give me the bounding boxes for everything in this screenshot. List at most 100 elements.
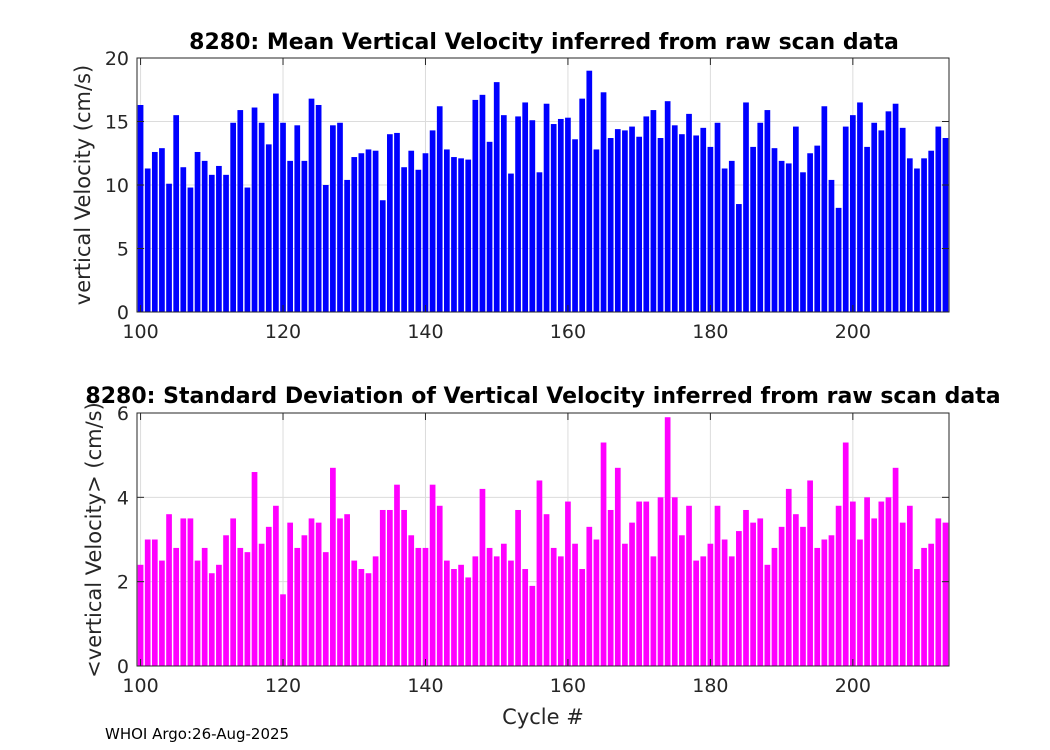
mean-bar <box>800 172 806 312</box>
mean-bar <box>265 144 272 312</box>
mean-bar <box>550 124 557 312</box>
mean-bar <box>500 115 507 313</box>
std-bar <box>536 480 543 666</box>
mean-bar <box>914 168 920 312</box>
std-bar <box>593 539 600 666</box>
std-bar <box>251 472 258 666</box>
std-bar <box>892 467 899 666</box>
std-bar <box>686 505 692 666</box>
std-bar <box>415 547 422 666</box>
mean-bar <box>899 127 906 312</box>
std-bar <box>194 560 201 666</box>
mean-bar <box>906 158 913 312</box>
std-bar <box>671 497 678 666</box>
std-bar <box>857 539 863 666</box>
std-bar <box>479 488 486 666</box>
mean-chart-ylabel: vertical Velocity (cm/s) <box>71 65 95 305</box>
std-bar <box>330 467 336 666</box>
mean-bar <box>757 122 764 313</box>
mean-bar <box>394 132 400 312</box>
std-bar <box>579 569 586 666</box>
mean-bar <box>144 168 151 312</box>
mean-bar <box>486 141 493 312</box>
mean-bar <box>208 174 215 312</box>
mean-bar <box>935 126 942 312</box>
std-bar <box>287 522 293 666</box>
std-bar <box>337 518 343 666</box>
mean-bar <box>607 138 614 312</box>
std-bar <box>778 526 785 666</box>
std-bar <box>443 560 450 666</box>
std-bar <box>543 514 550 666</box>
mean-bar <box>301 160 308 312</box>
mean-bar <box>921 158 927 312</box>
mean-bar <box>650 110 657 312</box>
std-bar <box>622 543 628 666</box>
footer-credit: WHOI Argo:26-Aug-2025 <box>105 725 290 743</box>
mean-bar <box>793 126 799 312</box>
std-bar <box>379 509 386 666</box>
std-bar <box>914 569 920 666</box>
mean-bar <box>572 139 578 312</box>
std-bar <box>721 539 728 666</box>
std-bar <box>244 552 251 666</box>
mean-bar <box>201 160 208 312</box>
std-bar <box>429 484 436 666</box>
mean-bar <box>835 207 842 312</box>
mean-bar <box>216 165 222 312</box>
std-bar <box>308 518 315 666</box>
mean-bar <box>771 148 778 312</box>
mean-bar <box>372 150 379 312</box>
std-bar <box>508 560 514 666</box>
std-bar <box>700 556 707 666</box>
std-bar <box>187 518 194 666</box>
std-bar <box>650 556 657 666</box>
mean-bar <box>258 122 265 313</box>
mean-bar <box>330 125 336 312</box>
std-bar <box>486 547 493 666</box>
std-bar <box>500 543 507 666</box>
std-bar <box>864 497 870 666</box>
mean-bar <box>308 98 315 312</box>
mean-bar <box>365 149 372 312</box>
mean-xtick-label: 100 <box>122 321 158 343</box>
mean-bar <box>166 183 172 312</box>
std-bar <box>728 556 735 666</box>
mean-bar <box>358 153 365 312</box>
std-bar <box>935 518 942 666</box>
mean-bar <box>180 167 187 312</box>
std-bar <box>657 497 664 666</box>
mean-bar <box>864 146 870 312</box>
std-bar <box>586 526 593 666</box>
mean-xtick-label: 200 <box>835 321 871 343</box>
std-bar <box>394 484 400 666</box>
mean-bar <box>828 179 835 312</box>
mean-bar <box>137 104 144 313</box>
mean-bar <box>736 204 742 312</box>
mean-bar <box>237 110 244 312</box>
std-bar <box>458 564 464 666</box>
mean-velocity-chart: 100 120 140 160 180 200 0 5 10 15 20 8280: Mean Ver… <box>71 30 950 343</box>
std-bar <box>871 518 878 666</box>
mean-bar <box>557 118 564 313</box>
mean-xtick-label: 120 <box>265 321 301 343</box>
std-bar <box>372 556 379 666</box>
mean-ytick-label: 5 <box>117 239 129 261</box>
std-bar <box>885 497 892 666</box>
mean-bar <box>294 125 301 312</box>
std-bar <box>607 509 614 666</box>
std-bar <box>743 509 749 666</box>
mean-bar <box>151 151 158 312</box>
std-bar <box>166 514 172 666</box>
mean-xtick-label: 180 <box>692 321 728 343</box>
std-bar <box>679 535 685 666</box>
std-bar <box>785 488 792 666</box>
std-bar <box>921 547 927 666</box>
mean-bar <box>387 134 393 312</box>
std-bar <box>714 505 721 666</box>
std-bar <box>159 560 165 666</box>
mean-bar <box>415 169 422 312</box>
std-bar <box>600 442 607 666</box>
std-bar <box>835 505 842 666</box>
mean-bar <box>593 149 600 312</box>
